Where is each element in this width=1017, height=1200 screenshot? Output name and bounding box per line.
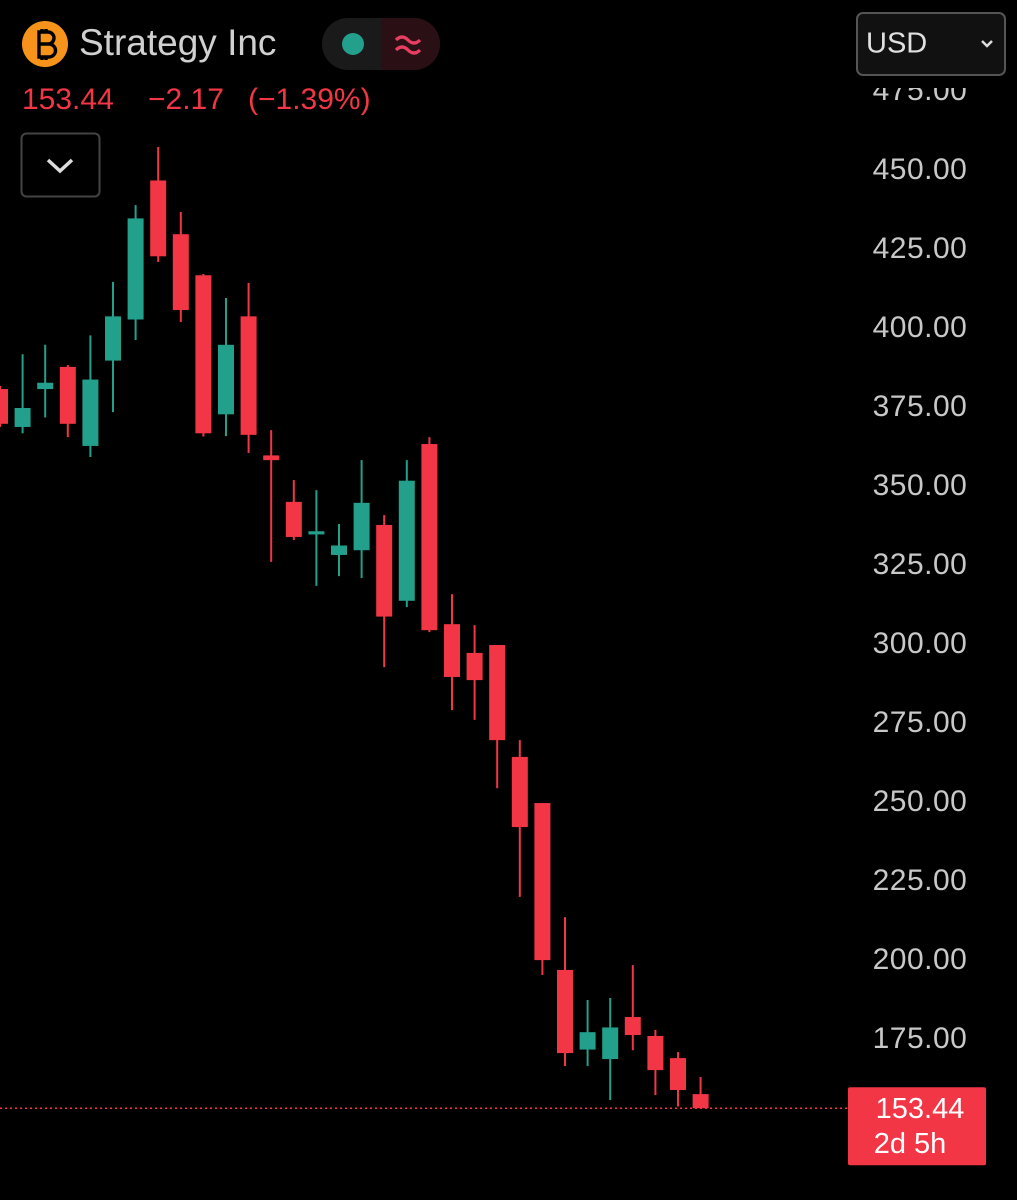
candle-body bbox=[602, 1027, 619, 1060]
currency-select[interactable] bbox=[856, 12, 1006, 76]
y-tick-label: 350.00 bbox=[873, 469, 968, 502]
candle-body bbox=[353, 502, 370, 551]
header: Strategy Inc 153.44 −2.17 (−1.39%) USD bbox=[20, 0, 1017, 198]
candle-body bbox=[331, 545, 347, 555]
candle-body bbox=[14, 408, 31, 427]
candle-body bbox=[218, 344, 234, 415]
candle-body bbox=[240, 316, 257, 435]
y-tick-label: 250.00 bbox=[873, 785, 968, 818]
candle-body bbox=[263, 455, 280, 461]
header-price: 153.44 bbox=[22, 83, 114, 116]
candle-body bbox=[579, 1032, 596, 1050]
candle-body bbox=[195, 275, 212, 434]
market-open-dot bbox=[342, 33, 364, 55]
y-tick-label: 325.00 bbox=[873, 548, 968, 581]
candle-body bbox=[557, 969, 573, 1054]
currency-label: USD bbox=[866, 28, 927, 60]
y-tick-label: 300.00 bbox=[873, 627, 968, 660]
candle-body bbox=[308, 531, 325, 535]
y-tick-label: 400.00 bbox=[873, 311, 968, 344]
candle-body bbox=[37, 382, 54, 390]
candle-body bbox=[150, 180, 167, 257]
y-tick-label: 275.00 bbox=[873, 706, 968, 739]
symbol-title: Strategy Inc bbox=[79, 22, 276, 63]
y-tick-label: 375.00 bbox=[873, 390, 968, 423]
delayed-icon bbox=[394, 35, 422, 55]
candle-body bbox=[59, 366, 76, 424]
candle-body bbox=[172, 234, 189, 311]
candle-body bbox=[0, 389, 8, 424]
status-pill-right bbox=[381, 18, 440, 70]
chevron-icon bbox=[46, 158, 74, 174]
header-change: −2.17 bbox=[148, 83, 224, 116]
candle-body bbox=[398, 480, 415, 601]
collapse-button[interactable] bbox=[20, 132, 101, 198]
y-tick-label: 200.00 bbox=[873, 943, 968, 976]
candle-body bbox=[421, 444, 438, 631]
candle-body bbox=[511, 756, 528, 828]
candle-body bbox=[489, 645, 506, 741]
y-tick-label: 450.00 bbox=[873, 153, 968, 186]
last-price-badge bbox=[848, 1087, 986, 1166]
candle-body bbox=[670, 1058, 686, 1091]
plot-area: 175.00 200.00 225.00 250.00 275.00 300.00 325.… bbox=[0, 74, 986, 1166]
countdown-label: 2d 5h bbox=[874, 1128, 947, 1160]
candle-body bbox=[127, 218, 144, 320]
select-chevron bbox=[981, 40, 993, 48]
y-tick-label: 225.00 bbox=[873, 864, 968, 897]
candle-body bbox=[534, 803, 551, 961]
candle-body bbox=[376, 524, 393, 617]
candle-body bbox=[105, 316, 121, 361]
candle-body bbox=[285, 501, 302, 537]
header-change-percent: (−1.39%) bbox=[248, 83, 371, 116]
candle-body bbox=[82, 379, 99, 446]
candle-body bbox=[466, 652, 483, 681]
y-tick-label: 425.00 bbox=[873, 232, 968, 265]
y-tick-label: 175.00 bbox=[873, 1022, 968, 1055]
candle-body bbox=[692, 1094, 709, 1109]
candle-body bbox=[444, 624, 460, 677]
last-price-label: 153.44 bbox=[876, 1093, 965, 1125]
candle-body bbox=[624, 1017, 641, 1036]
candle-body bbox=[647, 1035, 664, 1071]
bitcoin-glyph bbox=[37, 29, 58, 60]
